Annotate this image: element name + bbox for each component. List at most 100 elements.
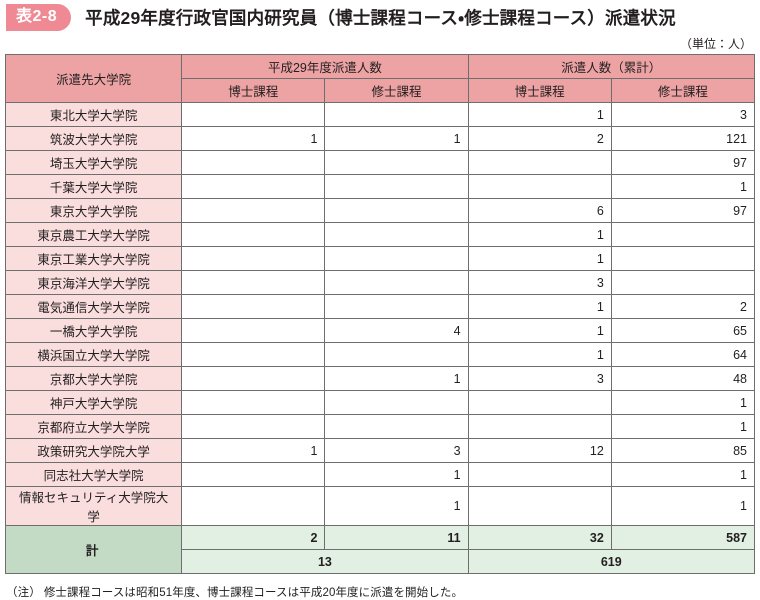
cell-cum-master bbox=[610, 246, 756, 271]
table-row: 政策研究大学院大学 1 3 12 85 bbox=[4, 438, 756, 463]
total-cum-combined: 619 bbox=[467, 549, 756, 574]
cell-fy-doctor bbox=[181, 294, 326, 319]
cell-cum-doctor: 3 bbox=[467, 270, 612, 295]
table-row: 東京大学大学院 6 97 bbox=[4, 198, 756, 223]
column-group-header-cumulative: 派遣人数（累計） bbox=[467, 54, 756, 79]
cell-cum-doctor: 1 bbox=[467, 222, 612, 247]
cell-fy-master bbox=[324, 270, 469, 295]
cell-cum-master: 85 bbox=[610, 438, 756, 463]
cell-fy-doctor bbox=[181, 486, 326, 526]
cell-cum-master: 2 bbox=[610, 294, 756, 319]
cell-cum-master: 3 bbox=[610, 102, 756, 127]
cell-fy-master bbox=[324, 150, 469, 175]
cell-fy-doctor bbox=[181, 150, 326, 175]
cell-cum-master: 1 bbox=[610, 486, 756, 526]
total-fy-combined: 13 bbox=[181, 549, 469, 574]
row-label: 神戸大学大学院 bbox=[4, 390, 183, 415]
table-row: 神戸大学大学院 1 bbox=[4, 390, 756, 415]
cell-cum-doctor: 6 bbox=[467, 198, 612, 223]
cell-cum-master: 97 bbox=[610, 198, 756, 223]
total-fy-master: 11 bbox=[324, 525, 469, 550]
cell-fy-master bbox=[324, 198, 469, 223]
header-row-group: 派遣先大学院 平成29年度派遣人数 派遣人数（累計） bbox=[4, 54, 756, 103]
cell-cum-doctor bbox=[467, 390, 612, 415]
cell-fy-doctor: 1 bbox=[181, 126, 326, 151]
table-row: 東京海洋大学大学院 3 bbox=[4, 270, 756, 295]
cell-cum-doctor: 2 bbox=[467, 126, 612, 151]
cell-fy-master: 1 bbox=[324, 486, 469, 526]
cell-fy-master: 4 bbox=[324, 318, 469, 343]
row-label: 京都大学大学院 bbox=[4, 366, 183, 391]
table-container: 派遣先大学院 平成29年度派遣人数 派遣人数（累計） 博士課程 修士課程 博士課… bbox=[0, 54, 760, 574]
row-label: 東北大学大学院 bbox=[4, 102, 183, 127]
cell-cum-doctor bbox=[467, 150, 612, 175]
row-label: 東京工業大学大学院 bbox=[4, 246, 183, 271]
column-header-cum-master: 修士課程 bbox=[610, 78, 756, 103]
cell-cum-master: 1 bbox=[610, 390, 756, 415]
table-row: 京都府立大学大学院 1 bbox=[4, 414, 756, 439]
table-head: 派遣先大学院 平成29年度派遣人数 派遣人数（累計） 博士課程 修士課程 博士課… bbox=[4, 54, 756, 103]
table-row: 情報セキュリティ大学院大学 1 1 bbox=[4, 486, 756, 526]
table-row: 横浜国立大学大学院 1 64 bbox=[4, 342, 756, 367]
table-row: 東京農工大学大学院 1 bbox=[4, 222, 756, 247]
table-row: 同志社大学大学院 1 1 bbox=[4, 462, 756, 487]
cell-fy-master bbox=[324, 102, 469, 127]
total-label: 計 bbox=[4, 525, 183, 574]
column-header-fy-doctor: 博士課程 bbox=[181, 78, 326, 103]
table-number-badge: 表2-8 bbox=[6, 3, 72, 31]
title-bar: 表2-8 平成29年度行政官国内研究員（博士課程コース・修士課程コース）派遣状況 bbox=[0, 0, 760, 34]
row-label: 東京大学大学院 bbox=[4, 198, 183, 223]
cell-fy-doctor bbox=[181, 198, 326, 223]
cell-fy-doctor bbox=[181, 342, 326, 367]
table-row: 一橋大学大学院 4 1 65 bbox=[4, 318, 756, 343]
row-label: 京都府立大学大学院 bbox=[4, 414, 183, 439]
cell-cum-master bbox=[610, 270, 756, 295]
cell-cum-doctor bbox=[467, 174, 612, 199]
unit-label: （単位：人） bbox=[679, 37, 752, 51]
row-label: 情報セキュリティ大学院大学 bbox=[4, 486, 183, 526]
cell-fy-doctor bbox=[181, 462, 326, 487]
cell-fy-doctor bbox=[181, 174, 326, 199]
cell-fy-master bbox=[324, 342, 469, 367]
table-row: 筑波大学大学院 1 1 2 121 bbox=[4, 126, 756, 151]
dispatch-statistics-table: 派遣先大学院 平成29年度派遣人数 派遣人数（累計） 博士課程 修士課程 博士課… bbox=[4, 54, 756, 574]
cell-cum-master: 97 bbox=[610, 150, 756, 175]
total-cum-master: 587 bbox=[610, 525, 756, 550]
note-marker: （注） bbox=[6, 587, 41, 599]
page-title: 平成29年度行政官国内研究員（博士課程コース・修士課程コース）派遣状況 bbox=[85, 7, 676, 28]
cell-fy-master: 3 bbox=[324, 438, 469, 463]
table-row: 千葉大学大学院 1 bbox=[4, 174, 756, 199]
row-label: 埼玉大学大学院 bbox=[4, 150, 183, 175]
cell-cum-doctor bbox=[467, 486, 612, 526]
table-row: 京都大学大学院 1 3 48 bbox=[4, 366, 756, 391]
cell-cum-master: 1 bbox=[610, 414, 756, 439]
cell-cum-doctor: 1 bbox=[467, 102, 612, 127]
cell-fy-doctor bbox=[181, 414, 326, 439]
grand-total-row: 13 619 bbox=[6, 549, 756, 574]
cell-cum-doctor: 3 bbox=[467, 366, 612, 391]
row-label: 筑波大学大学院 bbox=[4, 126, 183, 151]
cell-cum-master: 48 bbox=[610, 366, 756, 391]
row-label: 政策研究大学院大学 bbox=[4, 438, 183, 463]
cell-fy-master bbox=[324, 246, 469, 271]
column-header-fy-master: 修士課程 bbox=[324, 78, 469, 103]
row-label: 東京農工大学大学院 bbox=[4, 222, 183, 247]
cell-fy-doctor bbox=[181, 246, 326, 271]
cell-cum-doctor: 1 bbox=[467, 294, 612, 319]
cell-fy-doctor: 1 bbox=[181, 438, 326, 463]
cell-fy-master: 1 bbox=[324, 126, 469, 151]
cell-fy-master bbox=[324, 174, 469, 199]
cell-fy-doctor bbox=[181, 318, 326, 343]
cell-fy-master bbox=[324, 294, 469, 319]
cell-fy-master: 1 bbox=[324, 366, 469, 391]
cell-cum-master bbox=[610, 222, 756, 247]
row-label: 同志社大学大学院 bbox=[4, 462, 183, 487]
cell-fy-master bbox=[324, 390, 469, 415]
header-row-sub: 博士課程 修士課程 博士課程 修士課程 bbox=[6, 78, 756, 103]
cell-cum-master: 64 bbox=[610, 342, 756, 367]
cell-cum-doctor bbox=[467, 462, 612, 487]
cell-fy-doctor bbox=[181, 390, 326, 415]
cell-fy-doctor bbox=[181, 222, 326, 247]
cell-cum-doctor: 1 bbox=[467, 342, 612, 367]
cell-cum-master: 1 bbox=[610, 462, 756, 487]
